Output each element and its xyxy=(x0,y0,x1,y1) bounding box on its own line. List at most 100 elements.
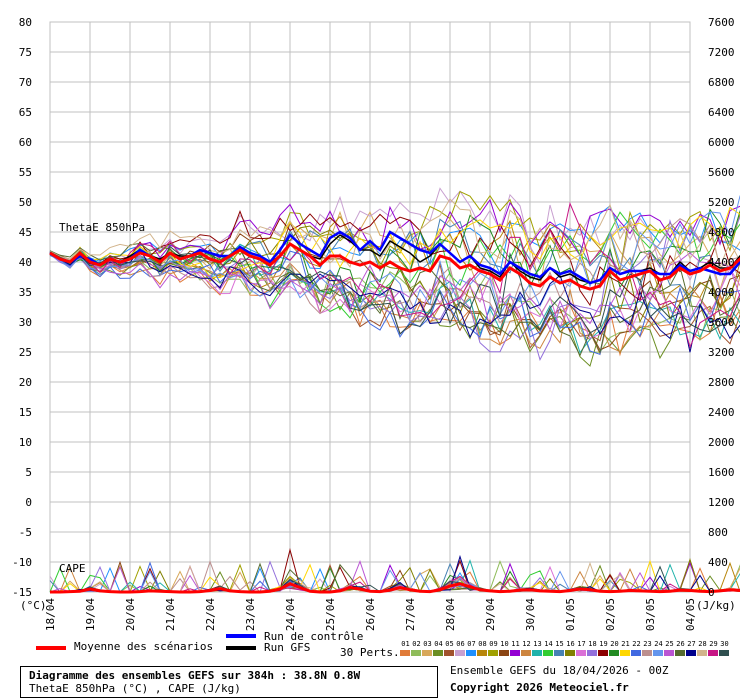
pert-color-swatch xyxy=(587,650,597,656)
x-tick-label: 30/04 xyxy=(524,598,537,631)
pert-number: 27 xyxy=(687,640,696,648)
pert-color-swatch xyxy=(719,650,729,656)
pert-color-swatch xyxy=(521,650,531,656)
perturbation-line xyxy=(49,225,740,341)
pert-number: 29 xyxy=(709,640,718,648)
info-title: Diagramme des ensembles GEFS sur 384h : … xyxy=(29,669,361,682)
pert-number: 18 xyxy=(588,640,597,648)
perturbation-line xyxy=(49,247,740,353)
pert-number: 26 xyxy=(676,640,685,648)
y-left-tick-label: 60 xyxy=(19,136,32,149)
y-left-tick-label: 70 xyxy=(19,76,32,89)
info-subtitle: ThetaE 850hPa (°C) , CAPE (J/kg) xyxy=(29,682,241,695)
perturbation-line xyxy=(49,195,740,321)
y-left-tick-label: 75 xyxy=(19,46,32,59)
perturbation-line xyxy=(49,221,740,351)
pert-number: 23 xyxy=(643,640,652,648)
perturbation-line xyxy=(49,206,740,279)
date-axis-ticks: 18/04 19/04 20/04 21/04 22/04 23/04 24/04 25/04… xyxy=(44,598,697,631)
pert-color-swatch xyxy=(554,650,564,656)
y-right-tick-label: 1600 xyxy=(708,466,735,479)
y-right-tick-label: 6000 xyxy=(708,136,735,149)
y-right-tick-label: 6800 xyxy=(708,76,735,89)
pert-number: 07 xyxy=(467,640,476,648)
pert-color-swatch xyxy=(499,650,509,656)
x-tick-label: 03/05 xyxy=(644,598,657,631)
perturbation-line xyxy=(49,208,740,304)
pert-number: 03 xyxy=(423,640,432,648)
pert-number: 10 xyxy=(500,640,509,648)
x-tick-label: 18/04 xyxy=(44,598,57,631)
y-right-tick-label: 4800 xyxy=(708,226,735,239)
x-tick-label: 22/04 xyxy=(204,598,217,631)
pert-number: 25 xyxy=(665,640,674,648)
x-tick-label: 29/04 xyxy=(484,598,497,631)
pert-color-swatch xyxy=(565,650,575,656)
pert-color-swatch xyxy=(411,650,421,656)
y-right-tick-label: 4400 xyxy=(708,256,735,269)
y-left-tick-label: 35 xyxy=(19,286,32,299)
pert-color-swatch xyxy=(664,650,674,656)
run-info: Ensemble GEFS du 18/04/2026 - 00Z Copyri… xyxy=(450,664,669,698)
pert-color-swatch xyxy=(576,650,586,656)
pert-number: 01 xyxy=(401,640,410,648)
pert-number: 30 xyxy=(720,640,729,648)
pert-color-swatch xyxy=(620,650,630,656)
pert-color-swatch xyxy=(653,650,663,656)
pert-color-swatch xyxy=(708,650,718,656)
y-right-tick-label: 4000 xyxy=(708,286,735,299)
thetae-panel-label: ThetaE 850hPa xyxy=(59,221,145,234)
left-unit-label: (°C) xyxy=(20,599,47,612)
x-tick-label: 28/04 xyxy=(444,598,457,631)
pert-color-swatch xyxy=(477,650,487,656)
pert-number: 02 xyxy=(412,640,421,648)
perturbation-line xyxy=(49,198,740,265)
pert-number: 05 xyxy=(445,640,454,648)
y-right-tick-label: 5200 xyxy=(708,196,735,209)
x-tick-label: 21/04 xyxy=(164,598,177,631)
pert-color-swatch xyxy=(455,650,465,656)
ensemble-mean-line xyxy=(49,242,740,291)
pert-number: 09 xyxy=(489,640,498,648)
y-left-tick-label: -15 xyxy=(12,586,32,599)
y-left-tick-label: 55 xyxy=(19,166,32,179)
cape-panel-label: CAPE xyxy=(59,562,86,575)
pert-color-swatch xyxy=(400,650,410,656)
pert-color-swatch xyxy=(642,650,652,656)
ensemble-mean-cape-line xyxy=(50,582,740,594)
pert-color-swatch xyxy=(510,650,520,656)
x-tick-label: 27/04 xyxy=(404,598,417,631)
run-label: Ensemble GEFS du 18/04/2026 - 00Z xyxy=(450,664,669,677)
y-right-tick-label: 800 xyxy=(708,526,728,539)
x-tick-label: 25/04 xyxy=(324,598,337,631)
pert-color-swatch xyxy=(609,650,619,656)
y-right-tick-label: 7200 xyxy=(708,46,735,59)
right-unit-label: (J/kg) xyxy=(696,599,736,612)
pert-color-swatch xyxy=(488,650,498,656)
ensemble-chart: 80757065605550454035302520151050-5-10-15… xyxy=(12,16,740,631)
y-left-tick-label: 50 xyxy=(19,196,32,209)
perturbation-line xyxy=(49,210,740,307)
y-left-tick-label: 80 xyxy=(19,16,32,29)
y-left-tick-label: 15 xyxy=(19,406,32,419)
legend-perts-label: 30 Perts. xyxy=(340,646,400,659)
perturbation-line xyxy=(49,190,740,286)
perturbation-line xyxy=(49,187,740,294)
legend-gfs-swatch xyxy=(226,646,256,650)
legend-gfs-label: Run GFS xyxy=(264,641,311,654)
pert-color-swatch xyxy=(422,650,432,656)
x-tick-label: 01/05 xyxy=(564,598,577,631)
legend-control-swatch xyxy=(226,634,256,638)
pert-number: 14 xyxy=(544,640,553,648)
perturbation-cape-line xyxy=(50,561,740,593)
pert-number: 22 xyxy=(632,640,641,648)
pert-number: 12 xyxy=(522,640,531,648)
pert-color-swatch xyxy=(686,650,696,656)
y-left-tick-label: -5 xyxy=(19,526,32,539)
pert-number: 20 xyxy=(610,640,619,648)
legend-mean-swatch xyxy=(36,646,66,650)
pert-color-swatch xyxy=(598,650,608,656)
x-tick-label: 19/04 xyxy=(84,598,97,631)
perturbation-line xyxy=(49,201,740,349)
